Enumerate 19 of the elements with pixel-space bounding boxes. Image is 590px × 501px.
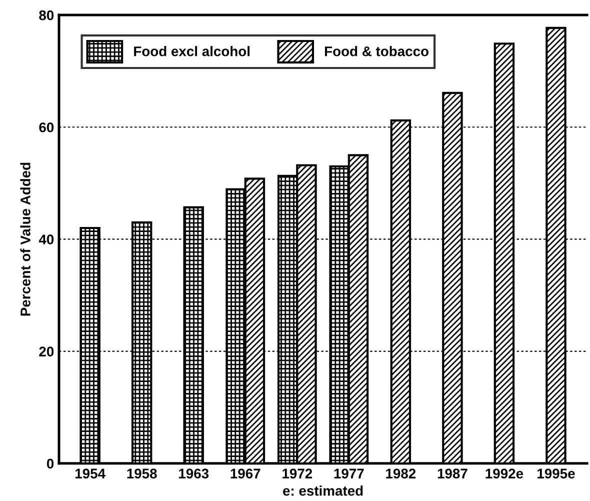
legend-label: Food & tobacco <box>325 46 428 56</box>
y-tick-label: 40 <box>38 234 54 244</box>
x-tick-label: 1963 <box>179 468 209 479</box>
x-tick-label: 1987 <box>438 468 468 478</box>
x-tick-label: 1977 <box>334 468 364 478</box>
y-tick-label: 0 <box>46 458 54 469</box>
x-tick-label: 1954 <box>75 468 106 478</box>
x-tick-label: 1967 <box>230 468 260 478</box>
y-tick-label: 80 <box>39 10 54 20</box>
y-tick-label: 20 <box>39 346 54 356</box>
x-tick-label: 1995e <box>538 468 575 478</box>
y-tick-label: 60 <box>39 122 54 132</box>
x-tick-label: 1958 <box>127 468 157 478</box>
x-tick-label: 1982 <box>386 468 416 478</box>
x-tick-label: 1992e <box>486 468 524 478</box>
legend-label: Food excl alcohol <box>134 46 250 56</box>
x-tick-label: 1972 <box>282 468 312 478</box>
text: e: estimated <box>283 486 363 496</box>
y-axis-title: Percent of Value Added <box>20 162 30 316</box>
